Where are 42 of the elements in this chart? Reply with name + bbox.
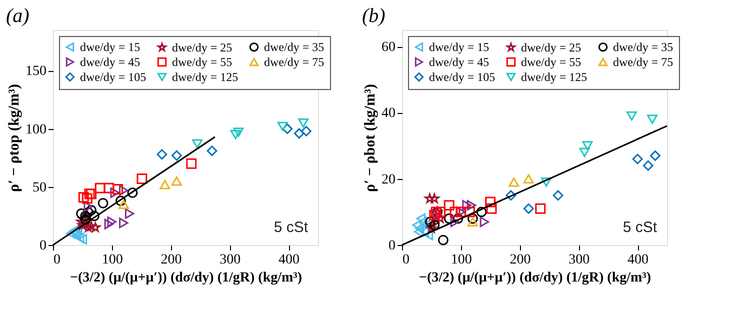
legend-label: dwe/dy = 105	[80, 70, 146, 84]
y-tick-label: 40	[382, 106, 396, 122]
legend-label: dwe/dy = 55	[172, 55, 232, 69]
y-tick-label: 0	[40, 238, 46, 254]
x-tick-label: 100	[102, 252, 123, 268]
annotation: 5 cSt	[274, 219, 309, 236]
y-axis-title: ρ′ − ρbot (kg/m³)	[362, 84, 378, 192]
x-tick-label: 200	[160, 252, 182, 268]
legend-label: dwe/dy = 75	[613, 55, 674, 69]
y-tick-label: 20	[382, 172, 396, 188]
chart-title: (b)	[362, 5, 386, 27]
legend-label: dwe/dy = 15	[429, 40, 490, 54]
legend-label: dwe/dy = 35	[264, 40, 324, 54]
x-tick-label: 200	[510, 252, 531, 268]
x-axis-title: −(3/2) (μ/(μ+μ′)) (dσ/dy) (1/gR) (kg/m³)	[70, 270, 302, 286]
legend-label: dwe/dy = 75	[264, 55, 324, 69]
x-axis-title: −(3/2) (μ/(μ+μ′)) (dσ/dy) (1/gR) (kg/m³)	[418, 270, 652, 286]
y-tick-label: 150	[26, 64, 46, 80]
legend-label: dwe/dy = 125	[172, 70, 238, 84]
x-tick-label: 300	[568, 252, 590, 268]
y-tick-label: 60	[382, 40, 396, 56]
y-tick-label: 100	[26, 122, 46, 138]
y-axis-title: ρ′ − ρtop (kg/m³)	[6, 84, 22, 192]
legend-label: dwe/dy = 105	[429, 70, 496, 84]
x-tick-label: 0	[54, 252, 60, 268]
x-tick-label: 100	[450, 252, 472, 268]
x-tick-label: 400	[278, 252, 300, 268]
legend-label: dwe/dy = 55	[521, 55, 582, 69]
legend-label: dwe/dy = 125	[521, 70, 588, 84]
legend-label: dwe/dy = 25	[172, 40, 232, 54]
y-tick-label: 0	[388, 238, 396, 254]
x-tick-label: 400	[628, 252, 649, 268]
y-tick-label: 50	[32, 180, 46, 196]
x-tick-label: 0	[402, 252, 410, 268]
legend-label: dwe/dy = 35	[613, 40, 674, 54]
annotation: 5 cSt	[622, 219, 658, 236]
legend-label: dwe/dy = 45	[429, 55, 490, 69]
legend-label: dwe/dy = 25	[521, 40, 582, 54]
chart-title: (a)	[6, 5, 30, 27]
legend-label: dwe/dy = 45	[80, 55, 140, 69]
x-tick-label: 300	[220, 252, 241, 268]
legend-label: dwe/dy = 15	[80, 40, 140, 54]
